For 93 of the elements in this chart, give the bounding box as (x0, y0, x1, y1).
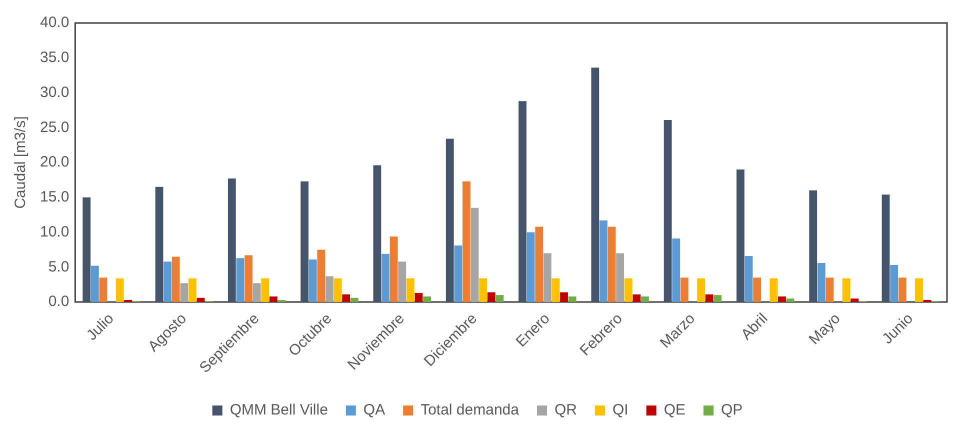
bar (155, 186, 164, 302)
y-tick-label: 0.0 (48, 293, 70, 310)
bar (373, 165, 382, 302)
bar (188, 278, 196, 302)
legend-label: QA (363, 402, 386, 419)
bar (535, 226, 544, 302)
bar (414, 292, 423, 302)
bar (560, 292, 568, 302)
bar (496, 295, 504, 302)
bar (809, 190, 818, 302)
bar (244, 255, 252, 302)
bar (261, 278, 270, 302)
legend-label: QE (664, 402, 686, 419)
bar (600, 220, 608, 302)
bar (398, 262, 406, 302)
legend-label: QP (720, 402, 743, 419)
bar (890, 265, 898, 302)
legend-label: Total demanda (420, 402, 520, 419)
y-tick-label: 20.0 (40, 154, 70, 171)
bar (342, 294, 350, 302)
bar (164, 262, 172, 302)
bar (632, 294, 641, 302)
bar (705, 294, 714, 302)
bar (350, 298, 358, 302)
bar (116, 278, 124, 302)
bar (882, 194, 890, 302)
bar (196, 298, 205, 302)
y-tick-label: 5.0 (48, 258, 70, 276)
bar (714, 295, 722, 302)
bar (518, 101, 526, 302)
bar (744, 256, 753, 302)
bar (753, 278, 762, 302)
bar (180, 283, 188, 302)
legend-label: QR (554, 402, 578, 419)
bar (915, 278, 923, 302)
bar (82, 197, 91, 302)
bar (462, 181, 470, 302)
bar (454, 246, 462, 302)
bar (697, 278, 705, 302)
bar (826, 278, 834, 302)
bar (334, 278, 342, 302)
bar (99, 278, 108, 302)
bar (898, 278, 906, 302)
bar (278, 300, 286, 302)
bar (672, 238, 680, 302)
bar (664, 120, 672, 302)
bar (817, 262, 826, 302)
bar (786, 298, 794, 302)
bar (300, 181, 309, 302)
bar (624, 278, 632, 302)
bar (591, 68, 600, 302)
bar (326, 276, 334, 302)
bar (923, 300, 932, 302)
bar (543, 253, 552, 302)
bar (842, 278, 850, 302)
y-tick-label: 10.0 (40, 223, 70, 240)
bar (608, 226, 616, 302)
bar (680, 278, 688, 302)
bar (616, 253, 624, 302)
bar (446, 138, 454, 302)
legend-label: QI (612, 402, 628, 419)
bar (770, 278, 778, 302)
bar (470, 208, 479, 302)
bar (308, 259, 317, 302)
bar (641, 296, 649, 302)
bar (406, 278, 414, 302)
bar (252, 283, 261, 302)
bar (552, 278, 560, 302)
y-tick-label: 15.0 (40, 188, 70, 206)
bar (487, 292, 496, 302)
bar (390, 236, 398, 302)
bar (778, 296, 786, 302)
bar (236, 258, 244, 302)
bar (317, 250, 326, 302)
y-tick-label: 40.0 (40, 14, 70, 32)
bar (172, 256, 180, 302)
bar (269, 296, 278, 302)
bar (568, 296, 576, 302)
bar (90, 266, 99, 302)
y-tick-label: 35.0 (40, 49, 70, 66)
legend-label: QMM Bell Ville (230, 402, 328, 419)
bar (526, 232, 535, 302)
bar (479, 278, 488, 302)
bar (124, 300, 132, 302)
y-axis-title: Caudal [m3/s] (12, 116, 30, 209)
bar (228, 178, 236, 302)
y-tick-label: 25.0 (40, 118, 70, 136)
bar (423, 296, 431, 302)
y-tick-label: 30.0 (40, 84, 70, 101)
x-tick-label: Julio (83, 310, 118, 344)
bar (850, 298, 859, 302)
bar (382, 254, 390, 302)
bar (736, 169, 744, 302)
